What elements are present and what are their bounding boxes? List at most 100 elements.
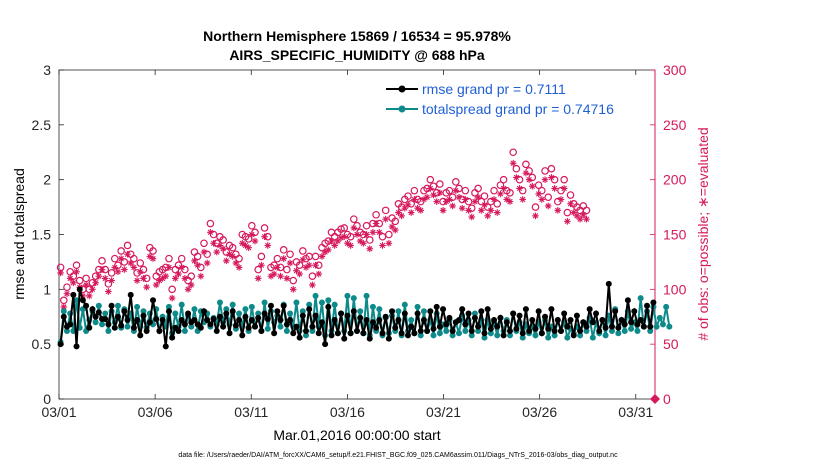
rmse-point [140,312,147,319]
obs-evaluated-point [458,204,466,212]
x-tick-label: 03/06 [138,404,173,420]
rmse-point [491,317,498,324]
legend-rmse-marker [398,85,406,93]
obs-evaluated-point [216,242,224,249]
totalspread-point [303,332,310,339]
y-right-tick-label: 50 [663,336,679,352]
obs-evaluated-point [519,196,527,203]
obs-evaluated-point [452,187,460,194]
rmse-point [567,317,574,324]
totalspread-point [309,328,316,335]
totalspread-point [663,303,670,310]
totalspread-point [468,332,475,339]
rmse-point [108,302,115,309]
obs-evaluated-point [305,261,313,269]
legend-rmse-label: rmse grand pr = 0.7111 [422,81,566,97]
rmse-point [446,314,453,321]
rmse-point [532,325,539,332]
rmse-point [239,332,246,339]
totalspread-point [637,295,644,302]
obs-possible-point [117,247,125,255]
obs-evaluated-point [223,257,230,265]
rmse-point [420,317,427,324]
obs-possible-point [168,285,176,294]
rmse-point [389,308,396,315]
obs-possible-point [541,167,549,175]
obs-evaluated-markers [57,159,590,311]
rmse-point [500,332,507,339]
obs-possible-point [228,243,237,252]
obs-evaluated-point [583,215,590,223]
obs-possible-point [177,254,186,263]
totalspread-point [564,334,571,341]
rmse-point [471,314,478,321]
totalspread-point [532,332,539,339]
obs-evaluated-point [299,256,307,264]
obs-evaluated-point [191,257,198,265]
rmse-point [283,321,290,328]
obs-possible-point [381,206,390,215]
rmse-point [650,299,657,306]
totalspread-point [357,308,364,315]
obs-evaluated-point [493,209,501,216]
x-tick-label: 03/16 [330,404,365,420]
totalspread-point [293,299,300,306]
rmse-point [137,332,144,339]
totalspread-point [255,310,262,317]
rmse-point [366,335,373,342]
rmse-point [360,330,367,337]
rmse-point [510,310,517,317]
rmse-point [465,310,472,317]
obs-evaluated-point [576,215,584,223]
rmse-point [513,325,520,332]
rmse-point [229,308,236,315]
totalspread-point [430,332,437,339]
rmse-point [143,328,150,335]
rmse-point [83,302,90,309]
obs-evaluated-point [382,215,389,223]
obs-evaluated-point [309,281,316,289]
totalspread-point [615,330,622,337]
totalspread-point [414,303,421,310]
y-tick-label: 0 [43,391,51,407]
rmse-point [440,306,447,313]
rmse-point [554,317,561,324]
obs-possible-point [436,180,444,188]
rmse-point [280,302,287,309]
totalspread-point [92,319,99,326]
rmse-point [612,308,619,315]
obs-evaluated-point [385,239,393,247]
totalspread-point [363,292,370,299]
rmse-point [150,297,157,304]
rmse-point [156,328,163,335]
totalspread-point [647,328,654,335]
obs-possible-point [480,192,489,200]
obs-evaluated-point [194,261,201,269]
obs-possible-point [365,236,374,244]
rmse-point [449,328,456,335]
obs-possible-point [372,210,380,219]
rmse-point [647,323,654,330]
rmse-point [334,330,341,337]
obs-evaluated-point [497,190,504,198]
obs-evaluated-point [465,207,472,214]
obs-evaluated-point [579,211,587,219]
rmse-point [634,321,641,328]
obs-evaluated-point [63,290,71,298]
obs-evaluated-point [468,213,476,221]
rmse-point [624,297,631,304]
obs-evaluated-point [136,268,144,276]
y-tick-label: 2 [43,172,51,188]
rmse-point [191,317,198,324]
obs-evaluated-point [376,229,383,236]
obs-evaluated-point [372,220,380,227]
rmse-point [382,313,389,320]
obs-possible-point [531,203,540,211]
y-right-tick-label: 0 [663,391,671,407]
rmse-point [299,312,306,319]
obs-evaluated-point [509,159,517,167]
rmse-point [181,321,188,328]
rmse-point [427,308,434,315]
obs-evaluated-point [85,292,93,300]
